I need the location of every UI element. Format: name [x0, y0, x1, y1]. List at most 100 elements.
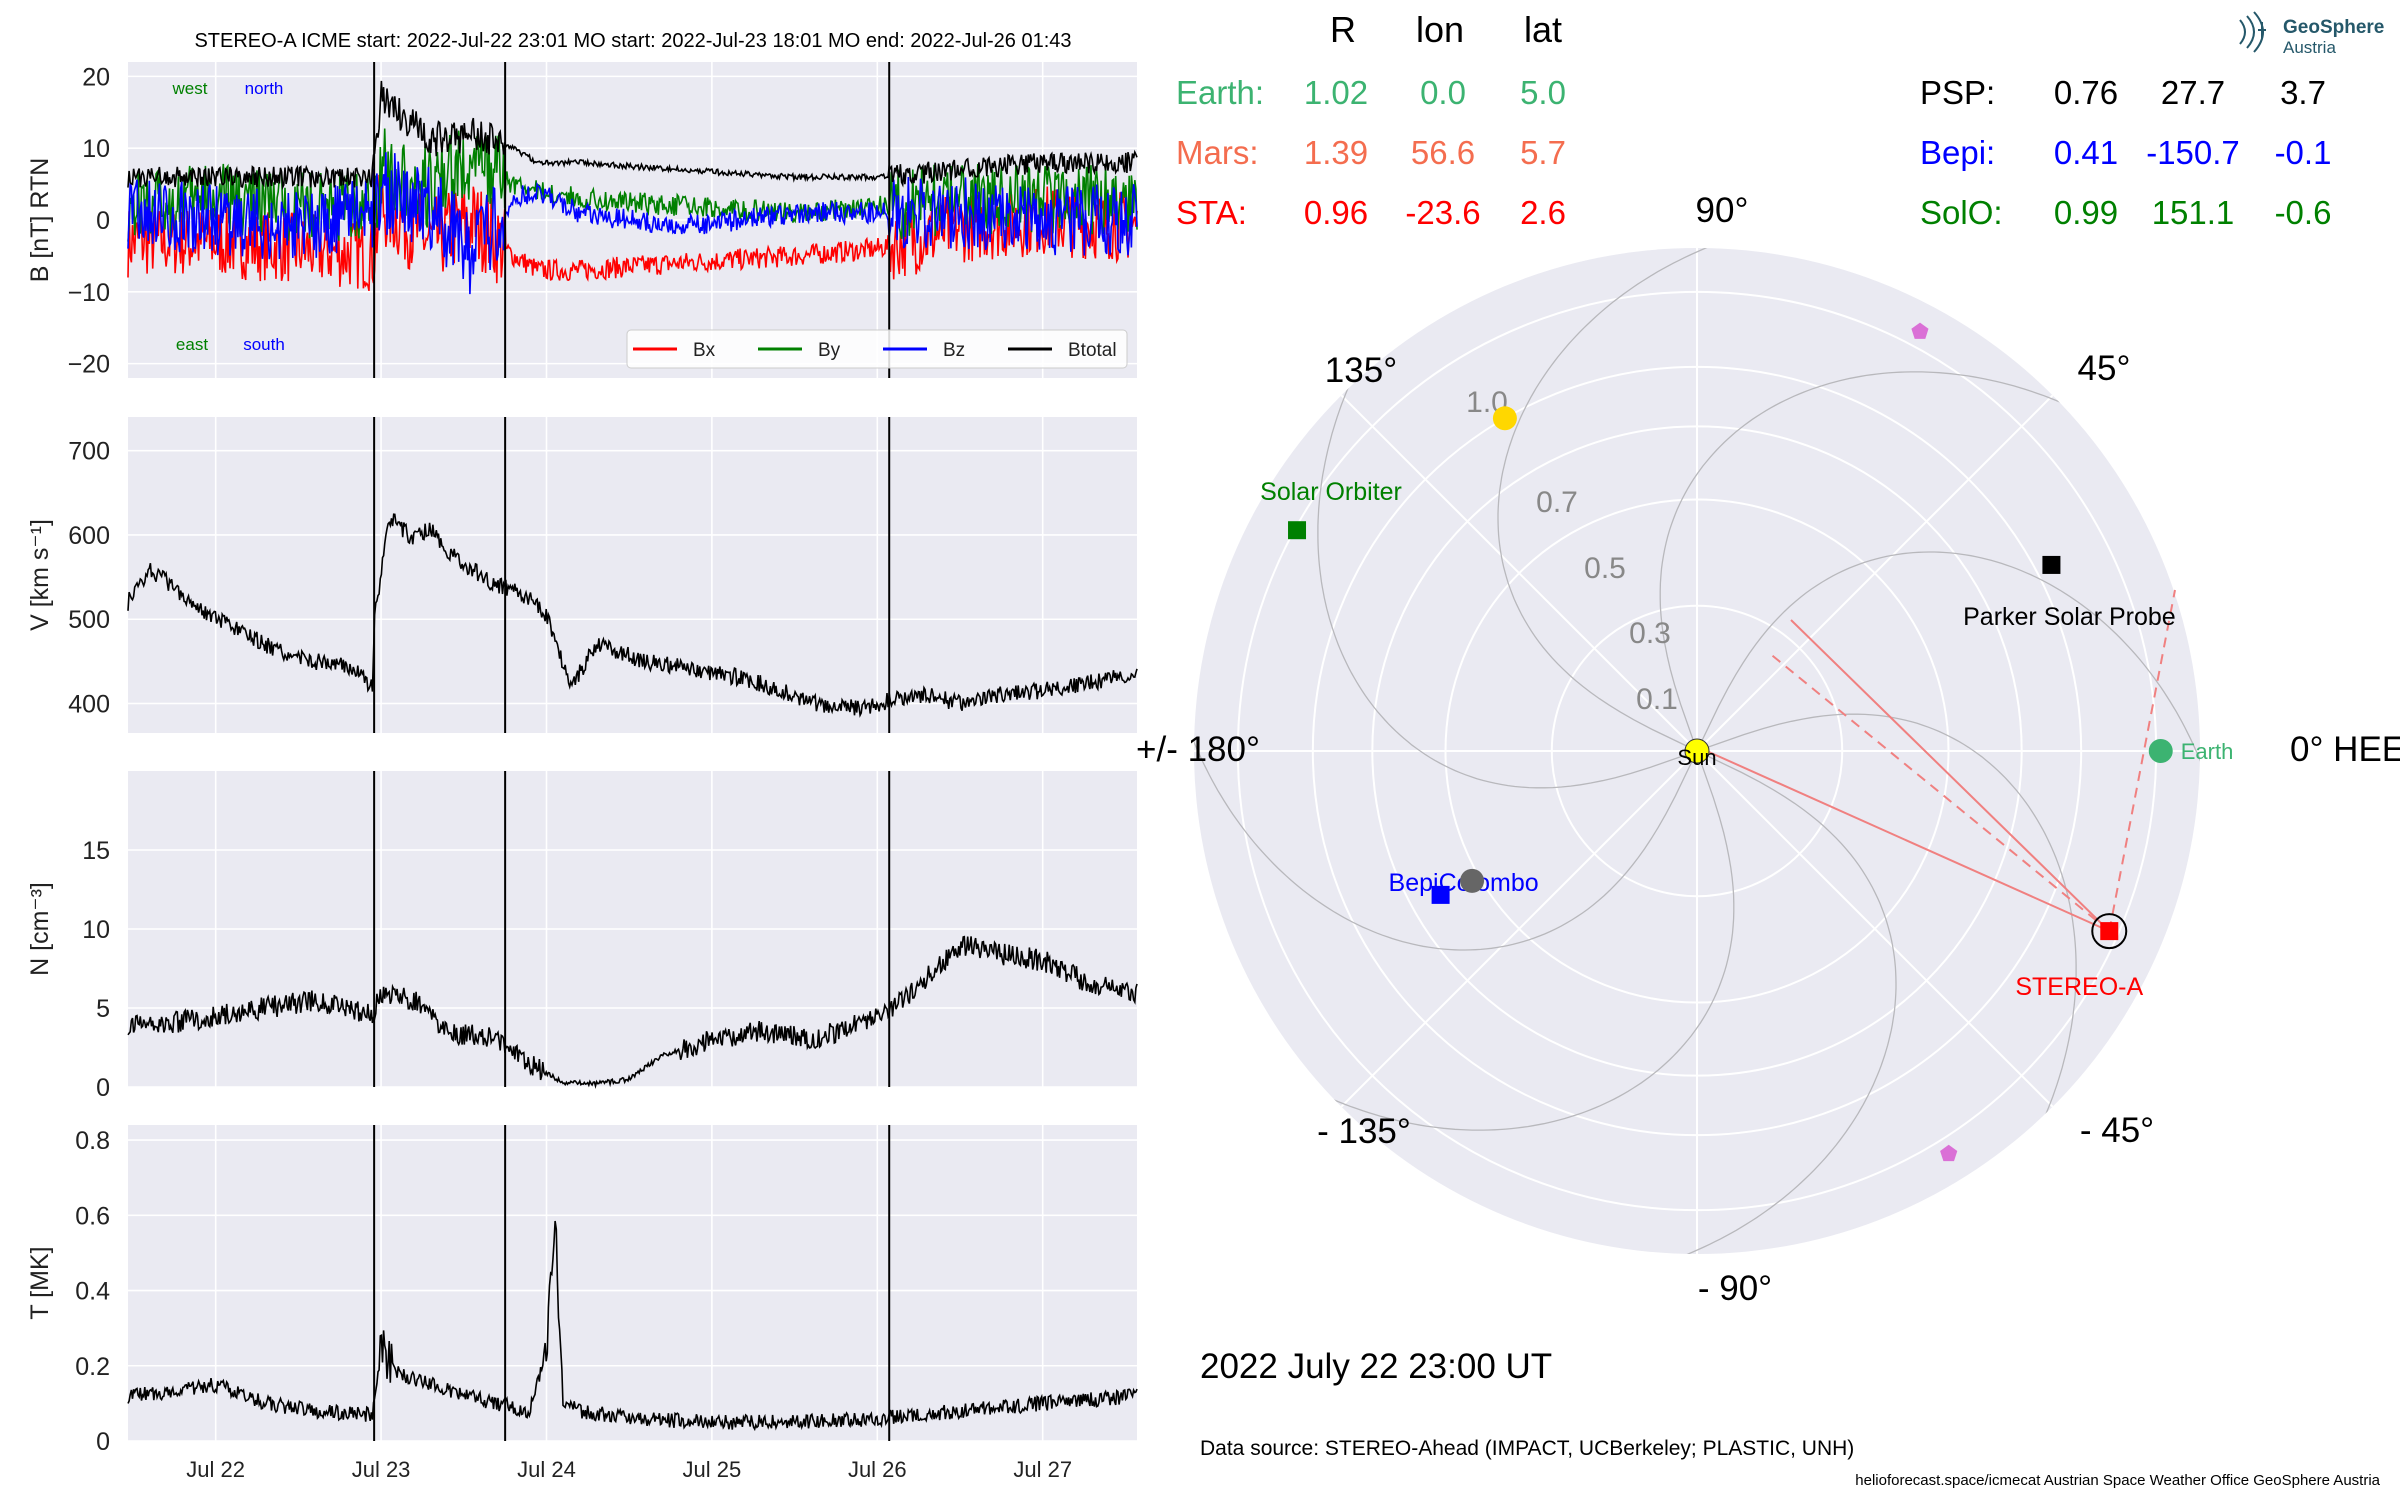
- x-tick-label: Jul 24: [517, 1457, 576, 1482]
- row-name: Earth:: [1176, 74, 1264, 111]
- radial-tick-label: 0.5: [1584, 552, 1626, 585]
- x-tick-label: Jul 23: [352, 1457, 411, 1482]
- radial-tick-label: 0.3: [1629, 617, 1671, 650]
- timestamp: 2022 July 22 23:00 UT: [1200, 1347, 1552, 1386]
- fov-line: [1699, 747, 2110, 933]
- y-axis-label: N [cm⁻³]: [26, 882, 54, 976]
- series-bz-line: [127, 152, 1138, 295]
- sun-label: Sun: [1677, 745, 1716, 770]
- angle-label: - 45°: [2080, 1111, 2154, 1150]
- east-label: east: [176, 335, 208, 354]
- stereo-a-label: STEREO-A: [2015, 973, 2143, 1001]
- angle-label: 135°: [1325, 351, 1397, 390]
- y-axis-label: T [MK]: [26, 1246, 54, 1319]
- panel-temperature: 0.8 0.6 0.4 0.2 0 T [MK] Jul 22 Jul 23 Jul 24 Jul…: [26, 1125, 1138, 1482]
- angle-label: 0° HEEQ: [2290, 730, 2400, 769]
- row-value: 3.7: [2280, 74, 2326, 111]
- row-value: 2.6: [1520, 194, 1566, 231]
- panel-speed: 700 600 500 400 V [km s⁻¹]: [26, 417, 1138, 733]
- body-marker-pentagon: [1940, 1144, 1958, 1162]
- series-btotal-line: [127, 80, 1138, 191]
- stereo-a-ring: [2091, 913, 2128, 950]
- row-name: SolO:: [1920, 194, 2003, 231]
- panel-density: 15 10 5 0 N [cm⁻³]: [26, 771, 1138, 1102]
- spiral-line: [1583, 750, 1897, 1254]
- y-tick-label: 0: [96, 1428, 110, 1456]
- row-value: 27.7: [2161, 74, 2225, 111]
- fov-line: [1790, 619, 2110, 932]
- table-row-left: STA: 0.96 -23.6 2.6: [1176, 194, 1566, 231]
- series-data-line: [127, 513, 1138, 718]
- south-label: south: [243, 335, 285, 354]
- panel-magnetic-field: 20 10 0 −10 −20 B [nT] RTN west north east south B…: [26, 62, 1138, 379]
- column-header: R: [1330, 9, 1356, 50]
- fov-line-dashed: [2108, 589, 2176, 932]
- angular-gridline: [1340, 750, 1698, 1108]
- body-marker-circle: [1460, 868, 1485, 893]
- spiral-line: [1696, 551, 2200, 865]
- body-marker-pentagon: [1911, 322, 1929, 339]
- table-row-right: PSP: 0.76 27.7 3.7: [1920, 74, 2326, 111]
- panel-background: [128, 417, 1137, 733]
- angle-label: +/- 180°: [1136, 730, 1260, 769]
- y-axis-label: V [km s⁻¹]: [26, 519, 54, 631]
- bepicolombo-marker: [1431, 885, 1450, 904]
- row-value: 56.6: [1411, 134, 1475, 171]
- spiral-line: [1659, 371, 2154, 752]
- y-tick-label: 10: [82, 916, 110, 944]
- stereo-a-fov: [1699, 589, 2176, 933]
- angular-gridline: [1696, 394, 2054, 752]
- table-row-left: Mars: 1.39 56.6 5.7: [1176, 134, 1566, 171]
- sun-marker: [1684, 738, 1710, 764]
- radial-tick-label: 0.7: [1536, 486, 1578, 519]
- spiral-line: [1194, 637, 1698, 951]
- x-tick-label: Jul 25: [683, 1457, 742, 1482]
- earth-label: Earth: [2181, 739, 2234, 764]
- angular-gridline: [1696, 750, 2054, 1108]
- psp-label: Parker Solar Probe: [1963, 603, 2176, 631]
- legend-label: Btotal: [1068, 340, 1117, 361]
- y-tick-label: 0.2: [75, 1353, 110, 1381]
- y-tick-label: 10: [82, 135, 110, 163]
- radial-tick-label: 0.1: [1636, 683, 1678, 716]
- earth-marker: [2148, 739, 2173, 763]
- figure-header: STEREO-A ICME start: 2022-Jul-22 23:01 M…: [194, 30, 1071, 52]
- y-tick-label: −10: [68, 279, 110, 307]
- x-tick-label: Jul 27: [1013, 1457, 1072, 1482]
- west-label: west: [172, 79, 208, 98]
- row-value: 0.76: [2054, 74, 2118, 111]
- geosphere-logo: GeoSphere Austria: [2239, 11, 2384, 57]
- logo-line2: Austria: [2283, 38, 2336, 57]
- x-tick-label: Jul 22: [186, 1457, 245, 1482]
- row-name: Bepi:: [1920, 134, 1995, 171]
- angle-label: - 90°: [1698, 1269, 1772, 1308]
- legend: Bx By Bz Btotal: [626, 329, 1128, 369]
- y-tick-label: 0.6: [75, 1202, 110, 1230]
- legend-label: Bz: [943, 340, 965, 361]
- y-tick-label: 5: [96, 995, 110, 1023]
- y-tick-label: 0: [96, 1074, 110, 1102]
- logo-line1: GeoSphere: [2283, 17, 2384, 38]
- logo-icon: [2239, 11, 2266, 53]
- y-tick-label: 0.8: [75, 1127, 110, 1155]
- y-tick-label: 600: [68, 522, 110, 550]
- x-tick-label: Jul 26: [848, 1457, 907, 1482]
- column-header: lon: [1416, 9, 1464, 50]
- spiral-line: [1696, 713, 2077, 1208]
- stereo-a-marker: [2100, 922, 2119, 941]
- y-tick-label: 0.4: [75, 1278, 110, 1306]
- row-name: Mars:: [1176, 134, 1259, 171]
- y-tick-label: 15: [82, 837, 110, 865]
- series-data-line: [127, 1220, 1138, 1432]
- solar-orbiter-marker: [1288, 521, 1307, 540]
- row-value: 5.7: [1520, 134, 1566, 171]
- row-value: 0.41: [2054, 134, 2118, 171]
- spiral-line: [1240, 750, 1735, 1131]
- fov-line-dashed: [1767, 651, 2110, 932]
- row-value: 1.39: [1304, 134, 1368, 171]
- table-row-right: SolO: 0.99 151.1 -0.6: [1920, 194, 2331, 231]
- column-header: lat: [1524, 9, 1562, 50]
